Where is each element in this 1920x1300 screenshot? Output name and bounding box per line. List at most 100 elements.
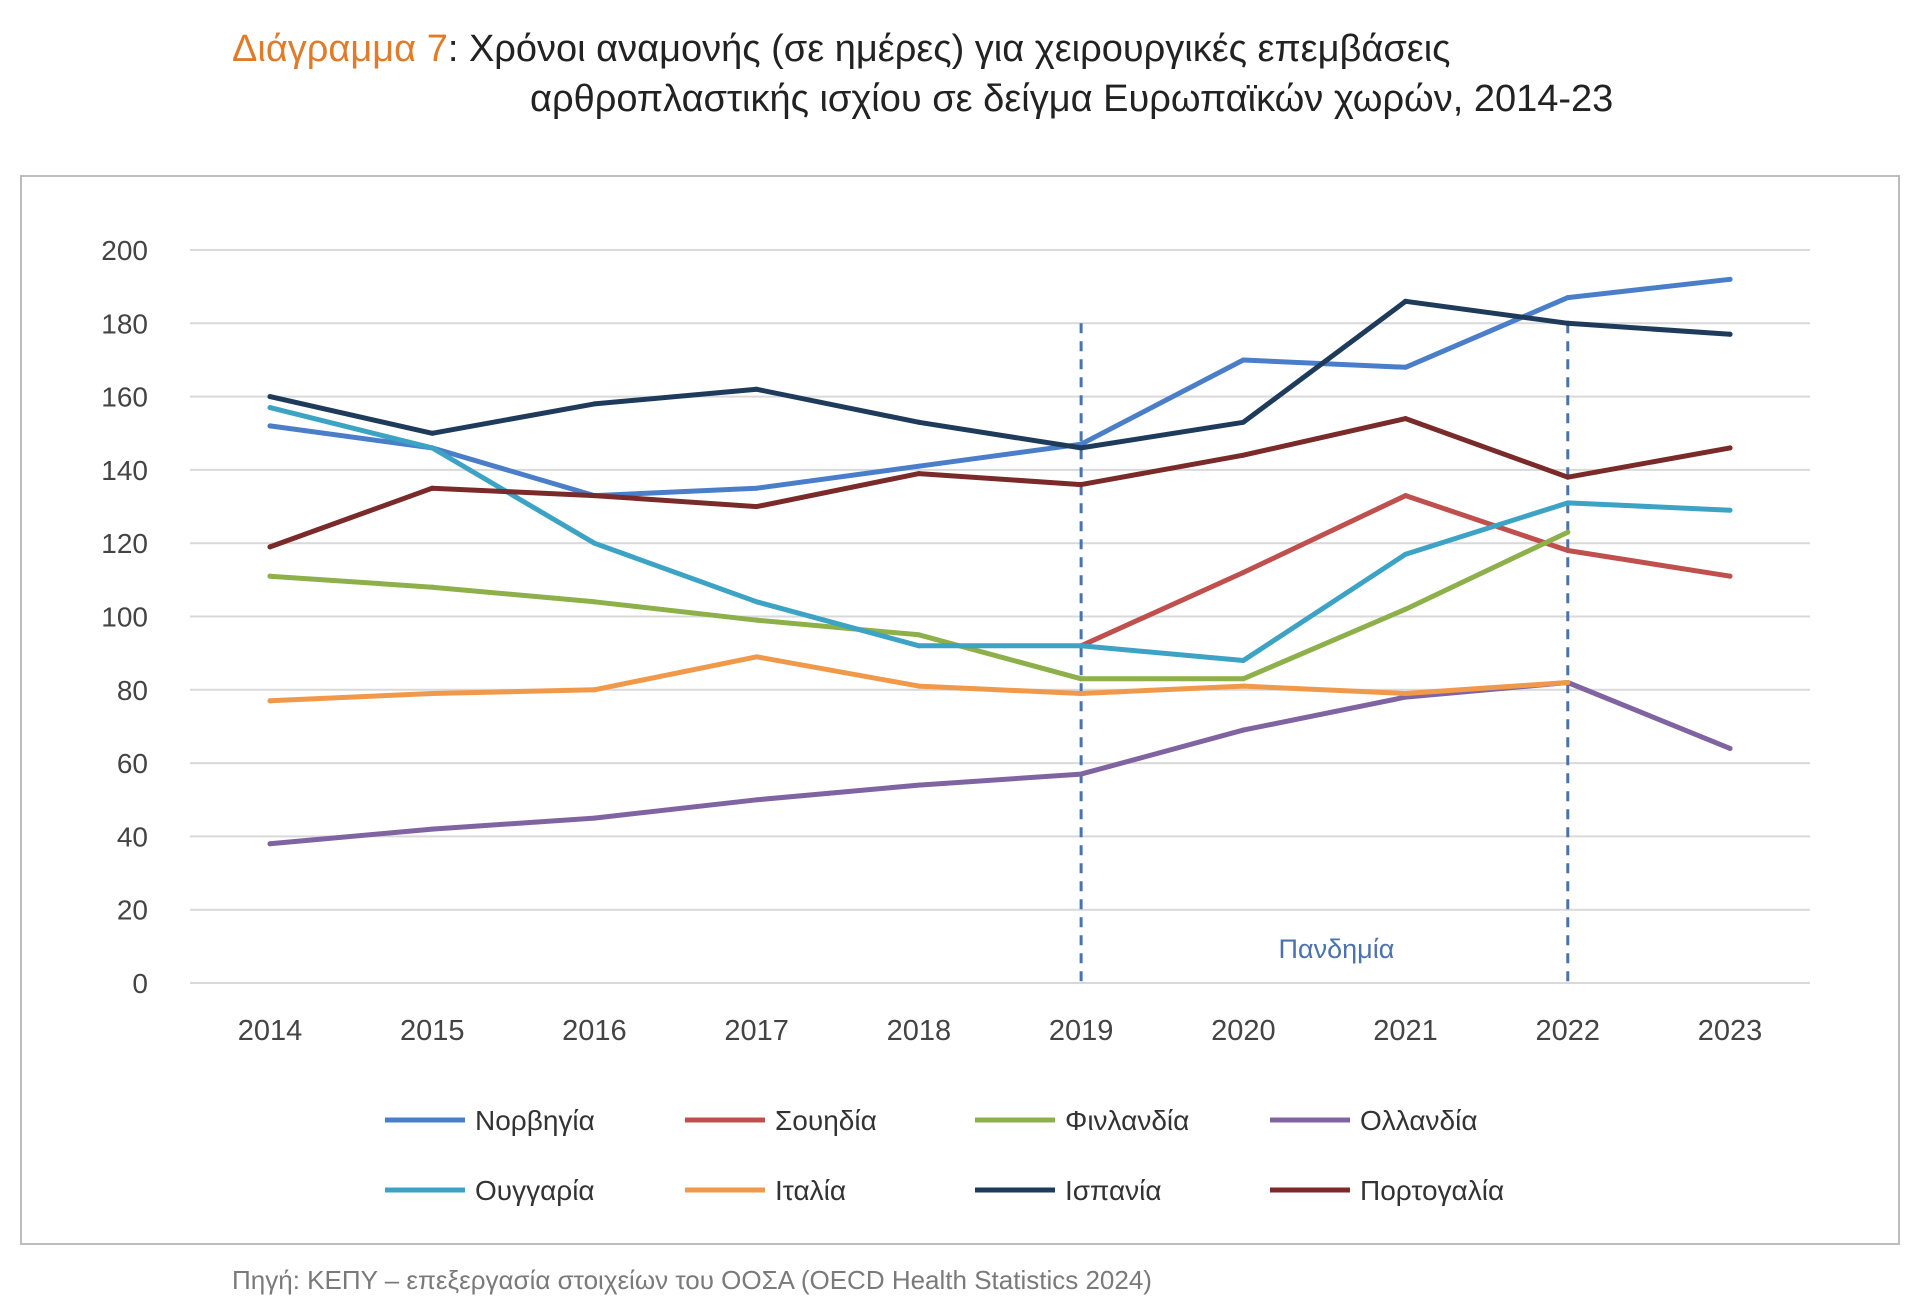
series-3-point-2019 bbox=[1078, 676, 1084, 682]
series-3-point-2015 bbox=[429, 584, 435, 590]
series-7-point-2017 bbox=[754, 386, 760, 392]
series-5-point-2022 bbox=[1565, 500, 1571, 506]
series-4-point-2023 bbox=[1727, 745, 1733, 751]
x-tick-label-2016: 2016 bbox=[562, 1015, 627, 1047]
chart-title-line2: αρθροπλαστικής ισχίου σε δείγμα Ευρωπαϊκ… bbox=[530, 78, 1614, 120]
series-3-point-2020 bbox=[1240, 676, 1246, 682]
series-6-point-2018 bbox=[916, 683, 922, 689]
series-1-point-2020 bbox=[1240, 357, 1246, 363]
series-7-point-2014 bbox=[267, 394, 273, 400]
series-6-point-2019 bbox=[1078, 690, 1084, 696]
series-2-point-2021 bbox=[1403, 493, 1409, 499]
series-6-point-2022 bbox=[1565, 679, 1571, 685]
series-8-point-2019 bbox=[1078, 482, 1084, 488]
chart-title-line1-text: : Χρόνοι αναμονής (σε ημέρες) για χειρου… bbox=[447, 28, 1451, 70]
x-tick-label-2022: 2022 bbox=[1536, 1015, 1601, 1047]
source-note: Πηγή: ΚΕΠΥ – επεξεργασία στοιχείων του Ο… bbox=[232, 1265, 1152, 1295]
series-1-line bbox=[267, 276, 1733, 499]
chart-title-prefix: Διάγραμμα 7 bbox=[232, 28, 448, 70]
x-tick-label-2019: 2019 bbox=[1049, 1015, 1114, 1047]
y-tick-label-0: 0 bbox=[132, 968, 148, 999]
series-3-point-2014 bbox=[267, 573, 273, 579]
series-8-point-2021 bbox=[1403, 416, 1409, 422]
series-5-point-2014 bbox=[267, 405, 273, 411]
line-chart: 0 20 40 60 80 100 120 140 160 180 200 2014 2015 2016 2… bbox=[101, 235, 1810, 1206]
series-1-point-2018 bbox=[916, 463, 922, 469]
series-7-point-2019 bbox=[1078, 445, 1084, 451]
series-3-point-2016 bbox=[591, 599, 597, 605]
legend-label-7: Ισπανία bbox=[1065, 1175, 1162, 1206]
series-8-point-2018 bbox=[916, 471, 922, 477]
legend-label-1: Νορβηγία bbox=[475, 1105, 595, 1136]
series-2-point-2020 bbox=[1240, 570, 1246, 576]
series-4-point-2019 bbox=[1078, 771, 1084, 777]
legend-label-4: Ολλανδία bbox=[1360, 1105, 1478, 1136]
legend-label-8: Πορτογαλία bbox=[1360, 1175, 1504, 1206]
legend-label-2: Σουηδία bbox=[775, 1105, 877, 1136]
legend-label-5: Ουγγαρία bbox=[475, 1175, 595, 1206]
series-3-point-2021 bbox=[1403, 606, 1409, 612]
series-6-point-2014 bbox=[267, 698, 273, 704]
x-tick-label-2023: 2023 bbox=[1698, 1015, 1763, 1047]
chart-frame bbox=[20, 175, 1900, 1245]
x-tick-label-2014: 2014 bbox=[238, 1015, 303, 1047]
series-5-point-2016 bbox=[591, 540, 597, 546]
y-tick-label-40: 40 bbox=[117, 821, 148, 852]
series-7-line bbox=[267, 298, 1733, 451]
series-8-line bbox=[267, 416, 1733, 550]
x-tick-label-2020: 2020 bbox=[1211, 1015, 1276, 1047]
pandemic-label: Πανδημία bbox=[1279, 934, 1395, 964]
series-6-point-2016 bbox=[591, 687, 597, 693]
x-tick-label-2017: 2017 bbox=[724, 1015, 789, 1047]
series-8-point-2016 bbox=[591, 493, 597, 499]
series-1-point-2023 bbox=[1727, 276, 1733, 282]
series-3-line bbox=[267, 529, 1571, 682]
series-4-point-2016 bbox=[591, 815, 597, 821]
series-5-line bbox=[267, 405, 1733, 663]
y-tick-label-140: 140 bbox=[101, 455, 148, 486]
series-7-point-2023 bbox=[1727, 331, 1733, 337]
series-8-point-2017 bbox=[754, 504, 760, 510]
legend-label-6: Ιταλία bbox=[775, 1175, 846, 1206]
series-5-point-2021 bbox=[1403, 551, 1409, 557]
series-8-point-2020 bbox=[1240, 452, 1246, 458]
series-3-point-2018 bbox=[916, 632, 922, 638]
x-tick-label-2015: 2015 bbox=[400, 1015, 465, 1047]
x-tick-label-2018: 2018 bbox=[887, 1015, 952, 1047]
y-tick-label-100: 100 bbox=[101, 602, 148, 633]
series-8-point-2022 bbox=[1565, 474, 1571, 480]
series-8-point-2015 bbox=[429, 485, 435, 491]
series-4-point-2018 bbox=[916, 782, 922, 788]
y-tick-label-200: 200 bbox=[101, 235, 148, 266]
series-1-point-2014 bbox=[267, 423, 273, 429]
series-7-point-2016 bbox=[591, 401, 597, 407]
series-5-point-2015 bbox=[429, 445, 435, 451]
series-6-point-2021 bbox=[1403, 690, 1409, 696]
series-1-point-2017 bbox=[754, 485, 760, 491]
y-tick-label-60: 60 bbox=[117, 748, 148, 779]
series-2-line bbox=[1078, 493, 1733, 649]
series-7-point-2015 bbox=[429, 430, 435, 436]
series-1-point-2022 bbox=[1565, 295, 1571, 301]
x-tick-label-2021: 2021 bbox=[1373, 1015, 1438, 1047]
series-5-point-2020 bbox=[1240, 657, 1246, 663]
series-5-point-2017 bbox=[754, 599, 760, 605]
series-4-point-2020 bbox=[1240, 727, 1246, 733]
series-8-point-2023 bbox=[1727, 445, 1733, 451]
series-3-point-2017 bbox=[754, 617, 760, 623]
legend-label-3: Φινλανδία bbox=[1065, 1105, 1189, 1136]
series-6-point-2015 bbox=[429, 690, 435, 696]
series-5-point-2023 bbox=[1727, 507, 1733, 513]
series-4-point-2015 bbox=[429, 826, 435, 832]
series-5-point-2019 bbox=[1078, 643, 1084, 649]
series-7-point-2018 bbox=[916, 419, 922, 425]
series-7-point-2022 bbox=[1565, 320, 1571, 326]
y-tick-label-180: 180 bbox=[101, 308, 148, 339]
series-6-line bbox=[267, 654, 1571, 704]
y-tick-label-80: 80 bbox=[117, 675, 148, 706]
chart-title-line1: Διάγραμμα 7: Χρόνοι αναμονής (σε ημέρες)… bbox=[232, 28, 1450, 71]
series-4-point-2014 bbox=[267, 841, 273, 847]
series-6-point-2017 bbox=[754, 654, 760, 660]
series-7-point-2021 bbox=[1403, 298, 1409, 304]
y-tick-label-160: 160 bbox=[101, 382, 148, 413]
